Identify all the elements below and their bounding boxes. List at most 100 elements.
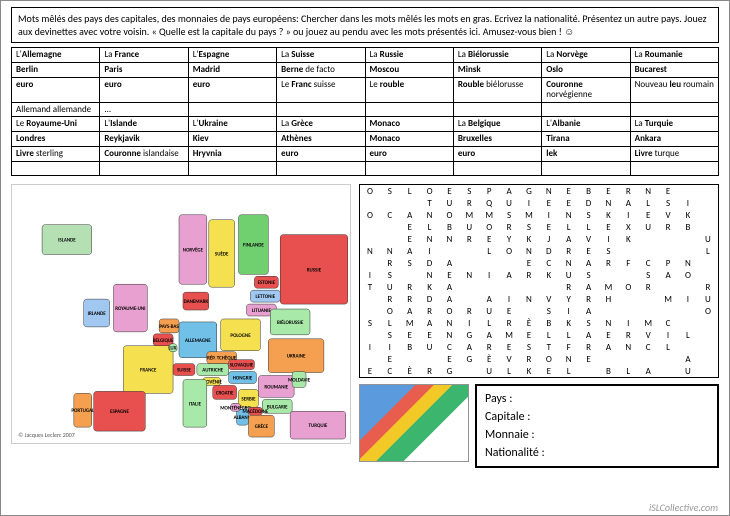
country-cell: Londres xyxy=(12,132,100,147)
ws-cell: È xyxy=(400,365,420,377)
ws-cell: V xyxy=(499,353,519,365)
country-cell xyxy=(453,102,541,117)
country-cell xyxy=(277,162,365,176)
svg-text:SUISSE: SUISSE xyxy=(177,368,192,374)
country-cell: Allemand allemande xyxy=(12,102,100,117)
ws-cell: K xyxy=(599,209,619,221)
ws-cell: S xyxy=(579,209,599,221)
ws-cell: I xyxy=(559,305,579,317)
country-cell: Monaco xyxy=(365,117,453,132)
ws-cell xyxy=(459,281,479,293)
ws-cell xyxy=(459,293,479,305)
ws-cell: M xyxy=(519,209,539,221)
europe-map: ISLANDENORVÈGESUÈDEFINLANDERUSSIEESTONIE… xyxy=(11,184,351,444)
ws-cell xyxy=(658,245,678,257)
ws-cell: S xyxy=(638,269,658,281)
ws-cell: N xyxy=(618,341,638,353)
ws-cell xyxy=(678,305,698,317)
country-cell: La Norvège xyxy=(542,48,630,63)
ws-cell: L xyxy=(380,317,400,329)
ws-cell: R xyxy=(479,341,499,353)
ws-cell: U xyxy=(440,197,460,209)
svg-text:POLOGNE: POLOGNE xyxy=(230,333,251,339)
ws-cell: N xyxy=(519,293,539,305)
watermark: iSLCollective.com xyxy=(649,501,718,514)
ws-cell: D xyxy=(579,197,599,209)
ws-cell: G xyxy=(459,353,479,365)
ws-cell xyxy=(499,257,519,269)
ws-cell: B xyxy=(678,221,698,233)
ws-cell: E xyxy=(360,365,380,377)
ws-cell: O xyxy=(698,305,718,317)
ws-cell: E xyxy=(519,329,539,341)
country-cell: euro xyxy=(188,77,276,102)
ws-cell: L xyxy=(579,221,599,233)
svg-text:ESTONIE: ESTONIE xyxy=(258,280,276,286)
ws-cell xyxy=(618,353,638,365)
ws-cell: R xyxy=(698,281,718,293)
country-cell: La Suisse xyxy=(277,48,365,63)
svg-text:MOLDAVIE: MOLDAVIE xyxy=(288,378,311,384)
svg-text:GRÈCE: GRÈCE xyxy=(255,422,269,430)
country-cell: Berne de facto xyxy=(277,62,365,77)
answer-capitale: Capitale : xyxy=(485,408,709,426)
ws-cell: E xyxy=(400,233,420,245)
ws-cell: C xyxy=(638,341,658,353)
ws-cell xyxy=(360,305,380,317)
ws-cell: M xyxy=(479,209,499,221)
ws-cell: E xyxy=(658,185,678,197)
ws-cell xyxy=(519,305,539,317)
ws-cell: A xyxy=(599,341,619,353)
ws-cell: L xyxy=(420,221,440,233)
ws-cell: G xyxy=(440,365,460,377)
ws-cell: K xyxy=(519,233,539,245)
ws-cell: R xyxy=(559,245,579,257)
ws-cell: E xyxy=(400,221,420,233)
ws-cell: R xyxy=(459,233,479,245)
ws-cell: A xyxy=(420,317,440,329)
svg-text:IRLANDE: IRLANDE xyxy=(88,311,107,317)
ws-cell: I xyxy=(678,293,698,305)
country-cell: La Belgique xyxy=(453,117,541,132)
svg-text:ALLEMAGNE: ALLEMAGNE xyxy=(185,338,211,344)
svg-text:DANEMARK: DANEMARK xyxy=(184,299,209,305)
ws-cell xyxy=(459,257,479,269)
ws-cell: I xyxy=(658,329,678,341)
ws-cell: E xyxy=(638,209,658,221)
ws-cell: S xyxy=(579,269,599,281)
ws-cell: E xyxy=(440,185,460,197)
ws-cell: E xyxy=(499,305,519,317)
ws-cell: A xyxy=(479,329,499,341)
ws-cell: R xyxy=(380,293,400,305)
ws-cell: I xyxy=(479,269,499,281)
ws-cell: E xyxy=(579,353,599,365)
svg-text:ROYAUME-UNI: ROYAUME-UNI xyxy=(115,306,145,312)
ws-cell: S xyxy=(658,197,678,209)
wordsearch-grid: OSLOESPAGNEBERNETURQUIEEDNALSIOCANOMMSMI… xyxy=(359,184,719,378)
country-cell: La France xyxy=(100,48,188,63)
svg-text:SUÈDE: SUÈDE xyxy=(215,250,229,258)
ws-cell: O xyxy=(678,269,698,281)
ws-cell: U xyxy=(638,221,658,233)
ws-cell: O xyxy=(479,221,499,233)
ws-cell: A xyxy=(440,281,460,293)
ws-cell: R xyxy=(499,221,519,233)
country-cell xyxy=(453,162,541,176)
country-cell xyxy=(12,162,100,176)
svg-text:LUX.: LUX. xyxy=(168,346,178,352)
ws-cell: N xyxy=(559,257,579,269)
ws-cell xyxy=(638,353,658,365)
ws-cell xyxy=(360,353,380,365)
ws-cell: B xyxy=(539,317,559,329)
ws-cell: N xyxy=(440,233,460,245)
ws-cell: S xyxy=(499,209,519,221)
ws-cell: O xyxy=(360,209,380,221)
ws-cell: E xyxy=(539,197,559,209)
svg-text:CROATIE: CROATIE xyxy=(216,391,234,397)
ws-cell: A xyxy=(678,353,698,365)
ws-cell: O xyxy=(420,185,440,197)
ws-cell xyxy=(678,245,698,257)
ws-cell: V xyxy=(579,233,599,245)
ws-cell: Y xyxy=(499,233,519,245)
country-cell: Tirana xyxy=(542,132,630,147)
